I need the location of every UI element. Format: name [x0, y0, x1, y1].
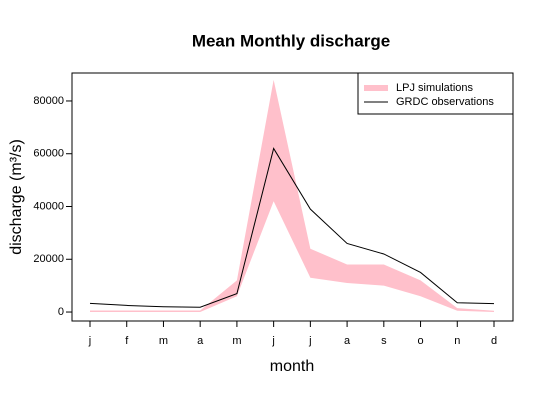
- x-tick-label: m: [232, 335, 241, 347]
- x-tick-label: j: [308, 335, 311, 347]
- data-line: [89, 147, 495, 308]
- x-tick-label: a: [197, 335, 204, 347]
- y-tick-label: 80000: [33, 95, 64, 107]
- x-tick-label: m: [159, 335, 168, 347]
- x-tick-label: j: [88, 335, 91, 347]
- plot-frame: [71, 72, 514, 322]
- x-tick-label: f: [125, 335, 129, 347]
- x-tick-label: s: [381, 335, 387, 347]
- y-tick-label: 0: [58, 306, 64, 318]
- x-tick-label: a: [344, 335, 351, 347]
- range-band: [90, 79, 494, 313]
- x-axis-label: month: [270, 358, 314, 375]
- legend-label: GRDC observations: [396, 96, 494, 108]
- y-tick-label: 20000: [33, 253, 64, 265]
- x-tick-label: j: [271, 335, 274, 347]
- legend-label: LPJ simulations: [396, 82, 474, 94]
- y-tick-label: 60000: [33, 148, 64, 160]
- y-axis-label: discharge (m³/s): [8, 139, 25, 255]
- y-tick-label: 40000: [33, 200, 64, 212]
- x-tick-label: o: [417, 335, 423, 347]
- legend-box: [357, 72, 514, 115]
- x-tick-label: d: [491, 335, 497, 347]
- x-tick-label: n: [454, 335, 460, 347]
- chart-title: Mean Monthly discharge: [192, 31, 390, 50]
